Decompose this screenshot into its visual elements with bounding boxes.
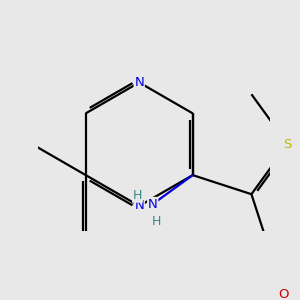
Text: H: H [152,215,161,228]
Text: N: N [134,76,144,89]
Text: N: N [148,198,158,211]
Text: H: H [133,189,142,202]
Text: O: O [279,287,289,300]
Text: N: N [134,200,144,212]
Text: S: S [284,138,292,151]
